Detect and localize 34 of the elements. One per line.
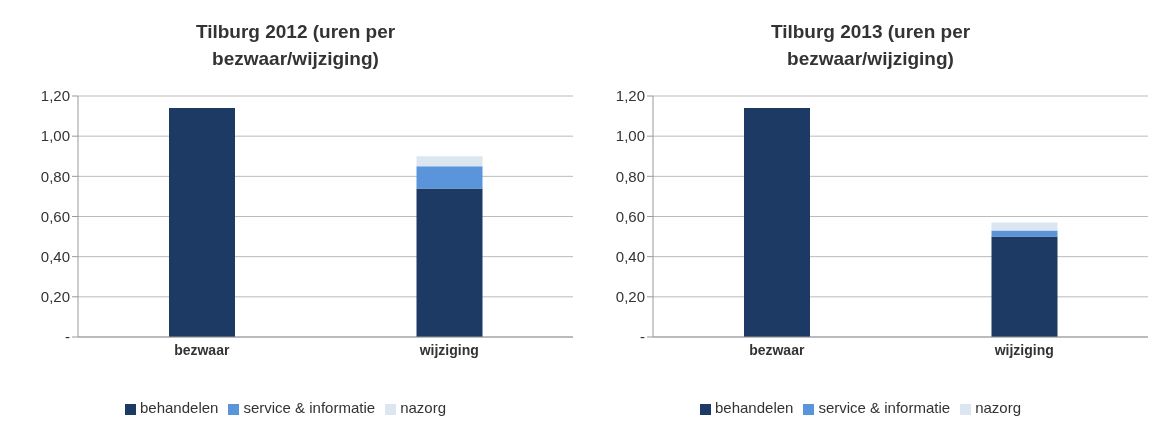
x-tick-label: bezwaar: [174, 341, 230, 358]
bar: [991, 222, 1058, 231]
y-tick-label: -: [65, 328, 70, 346]
legend-label: nazorg: [400, 399, 446, 416]
x-tick-label: bezwaar: [749, 341, 805, 358]
legend-label: behandelen: [714, 399, 794, 416]
x-tick-label: wijziging: [418, 341, 479, 358]
y-tick-label: 0,20: [40, 288, 70, 306]
bar: [416, 166, 483, 189]
chart-title: Tilburg 2012 (uren per bezwaar/wijziging): [194, 20, 397, 71]
x-tick-label: wijziging: [993, 341, 1054, 358]
y-tick-label: 1,00: [615, 127, 645, 145]
y-tick-label: 0,60: [40, 207, 70, 225]
bar: [991, 230, 1058, 237]
bar: [416, 156, 483, 167]
bar: [416, 188, 483, 337]
legend-label: service & informatie: [818, 399, 951, 416]
legend-label: nazorg: [975, 399, 1021, 416]
y-tick-label: 0,80: [40, 167, 70, 185]
bar: [169, 108, 235, 337]
bar: [744, 108, 810, 337]
y-tick-label: 1,20: [40, 87, 70, 105]
chart-title: Tilburg 2013 (uren per bezwaar/wijziging): [769, 20, 972, 71]
y-tick-label: 0,60: [615, 207, 645, 225]
legend-label: service & informatie: [243, 399, 376, 416]
y-tick-label: -: [640, 328, 645, 346]
y-tick-label: 0,40: [40, 247, 70, 265]
y-tick-label: 0,20: [615, 288, 645, 306]
y-tick-label: 0,80: [615, 167, 645, 185]
y-tick-label: 1,00: [40, 127, 70, 145]
legend-label: behandelen: [139, 399, 219, 416]
y-tick-label: 1,20: [615, 87, 645, 105]
y-tick-label: 0,40: [615, 247, 645, 265]
bar: [991, 236, 1058, 337]
